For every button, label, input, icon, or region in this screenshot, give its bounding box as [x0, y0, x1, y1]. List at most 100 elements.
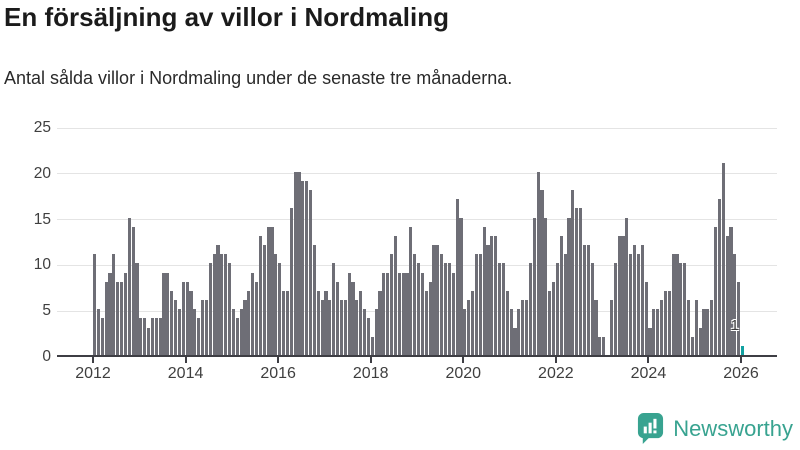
- bar: [378, 290, 382, 355]
- x-axis-baseline: [57, 355, 777, 357]
- bar: [714, 226, 718, 355]
- bar: [501, 263, 505, 355]
- bar: [640, 245, 644, 355]
- bar: [154, 318, 158, 355]
- bar: [498, 263, 502, 355]
- bar: [243, 300, 247, 355]
- bar: [343, 300, 347, 355]
- x-axis-tick-label: 2024: [630, 365, 667, 382]
- x-axis-tick-label: 2022: [538, 365, 574, 382]
- bar: [525, 300, 529, 355]
- bar: [366, 318, 370, 355]
- x-axis-tick: [184, 357, 187, 363]
- bar: [463, 309, 467, 355]
- x-axis-tick-label: 2014: [167, 365, 204, 382]
- bar: [459, 217, 463, 355]
- bar: [382, 272, 386, 355]
- bar: [162, 272, 166, 355]
- bar: [451, 272, 455, 355]
- bar: [440, 254, 444, 355]
- bar: [559, 235, 563, 355]
- bar: [644, 281, 648, 355]
- x-axis-tick-label: 2018: [352, 365, 389, 382]
- bar: [733, 254, 737, 355]
- bar: [428, 281, 432, 355]
- bar: [100, 318, 104, 355]
- bar: [336, 281, 340, 355]
- bar: [571, 190, 575, 355]
- bar: [139, 318, 143, 355]
- bar: [228, 263, 232, 355]
- bar: [633, 245, 637, 355]
- bar: [513, 327, 517, 355]
- bar: [706, 309, 710, 355]
- bar: [586, 245, 590, 355]
- bar: [694, 300, 698, 355]
- bar: [332, 263, 336, 355]
- bar: [270, 226, 274, 355]
- bar: [675, 254, 679, 355]
- bar: [293, 171, 297, 355]
- bar: [555, 263, 559, 355]
- bar: [717, 199, 721, 355]
- bar: [147, 327, 151, 355]
- bar: [104, 281, 108, 355]
- bar: [108, 272, 112, 355]
- bar: [193, 309, 197, 355]
- x-axis-tick-label: 2020: [445, 365, 482, 382]
- bar: [208, 263, 212, 355]
- bar: [363, 309, 367, 355]
- y-axis-tick-label: 5: [42, 302, 51, 320]
- bar: [231, 309, 235, 355]
- gridline: [57, 219, 777, 221]
- bar: [629, 254, 633, 355]
- bar: [671, 254, 675, 355]
- bar: [648, 327, 652, 355]
- bar: [721, 162, 725, 355]
- bar: [432, 245, 436, 355]
- bar: [401, 272, 405, 355]
- gridline: [57, 173, 777, 175]
- bar: [255, 281, 259, 355]
- gridline: [57, 127, 777, 129]
- bar: [282, 290, 286, 355]
- bar: [120, 281, 124, 355]
- bar: [201, 300, 205, 355]
- bar: [320, 300, 324, 355]
- bar: [397, 272, 401, 355]
- x-axis-tick: [92, 357, 94, 363]
- bar: [127, 217, 131, 355]
- bar: [170, 290, 174, 355]
- bar: [93, 254, 97, 355]
- bar: [532, 217, 536, 355]
- bar: [289, 208, 293, 355]
- bar: [324, 290, 328, 355]
- bar: [112, 254, 116, 355]
- bar: [285, 290, 289, 355]
- bar: [309, 190, 313, 355]
- bar: [521, 300, 525, 355]
- bar: [116, 281, 120, 355]
- bar: [509, 309, 513, 355]
- bar: [158, 318, 162, 355]
- bar: [613, 263, 617, 355]
- chart-subtitle: Antal sålda villor i Nordmaling under de…: [4, 68, 513, 88]
- bar: [436, 245, 440, 355]
- bar: [567, 217, 571, 355]
- newsworthy-logo[interactable]: Newsworthy: [636, 412, 793, 445]
- bar: [251, 272, 255, 355]
- bar: [212, 254, 216, 355]
- bar: [359, 290, 363, 355]
- bar: [224, 254, 228, 355]
- bar: [220, 254, 224, 355]
- bar: [177, 309, 181, 355]
- bar: [621, 235, 625, 355]
- bar: [262, 245, 266, 355]
- highlight-bar: [741, 345, 745, 355]
- bar: [725, 235, 729, 355]
- highlight-value-label: 1: [730, 317, 739, 334]
- bar: [474, 254, 478, 355]
- bar: [486, 245, 490, 355]
- bar: [517, 309, 521, 355]
- bar: [663, 290, 667, 355]
